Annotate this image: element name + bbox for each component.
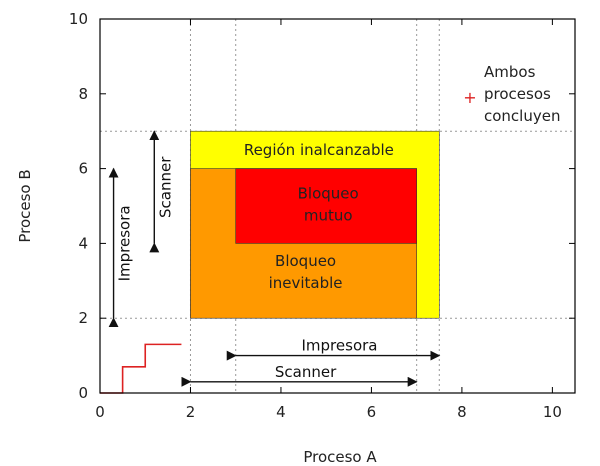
x-tick-label: 6 [367,403,377,421]
legend: Ambos procesos concluyen + [463,63,560,125]
axis-ticks: 0 2 4 6 8 10 0 2 4 6 8 10 [69,10,575,421]
region-label-inevitable: Bloqueo inevitable [269,252,343,292]
interval-arrows: Impresora Scanner Impresora Scanner [108,130,441,387]
legend-text-line: Ambos [484,63,536,81]
y-tick-label: 4 [78,234,88,252]
y-tick-label: 2 [78,309,88,327]
y-tick-label: 6 [78,160,88,178]
x-axis-label: Proceso A [303,448,377,466]
regions: Región inalcanzable Bloqueo mutuo Bloqueo in… [190,130,440,319]
x-tick-label: 8 [457,403,467,421]
trajectory-line [100,343,182,394]
y-tick-label: 0 [78,384,88,402]
x-tick-label: 10 [543,403,562,421]
y-tick-label: 10 [69,10,88,28]
region-mutual [235,168,417,244]
arrow-label-horizontal: Scanner [275,363,337,381]
y-axis-label: Proceso B [16,169,34,242]
legend-marker: + [463,88,476,107]
plot-frame [99,18,576,394]
arrow-label-vertical: Impresora [116,205,134,281]
region-label-unreachable: Región inalcanzable [244,141,394,159]
x-tick-label: 0 [95,403,105,421]
arrow-label-horizontal: Impresora [302,337,378,355]
trajectory [100,343,182,394]
legend-text-line: procesos [484,85,551,103]
y-tick-label: 8 [78,85,88,103]
region-label-mutual: Bloqueo mutuo [298,185,359,225]
x-tick-label: 2 [186,403,196,421]
x-tick-label: 4 [276,403,286,421]
arrow-label-vertical: Scanner [156,156,174,218]
legend-text-line: concluyen [484,107,560,125]
